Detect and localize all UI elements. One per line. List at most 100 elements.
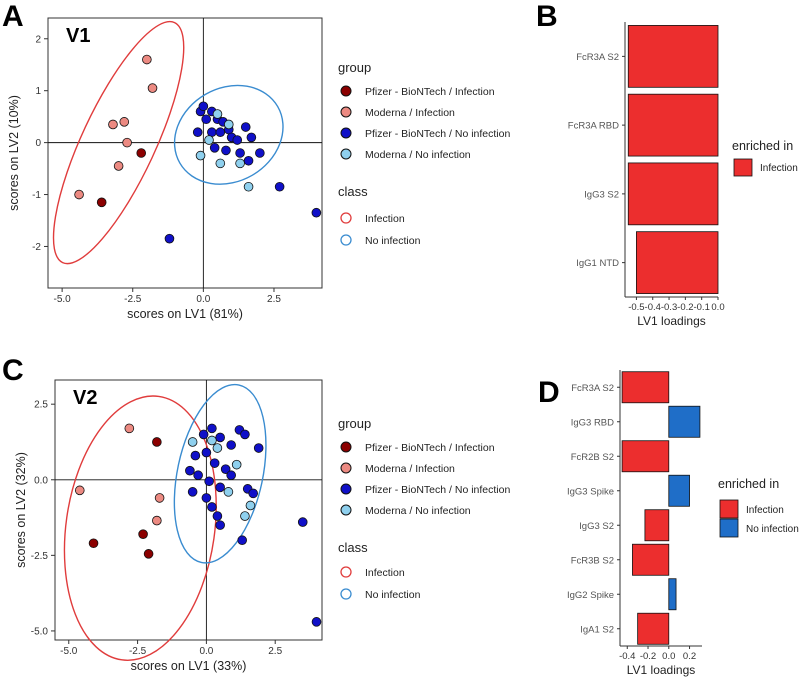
data-point xyxy=(248,488,258,499)
legend-group-swatch-0 xyxy=(340,441,352,453)
data-point xyxy=(74,189,84,200)
bar xyxy=(621,440,670,473)
category-label: FcR3A S2 xyxy=(571,383,614,394)
data-point xyxy=(204,476,214,487)
bar xyxy=(668,405,701,438)
bar xyxy=(627,93,719,157)
y-tick-label: 1 xyxy=(35,86,41,97)
data-point xyxy=(253,443,264,453)
data-point xyxy=(136,148,147,158)
data-point xyxy=(215,127,226,138)
data-point xyxy=(245,500,256,511)
data-point xyxy=(113,161,124,171)
plot-frame xyxy=(54,379,323,641)
legend-group-label-1: Moderna / Infection xyxy=(365,107,455,119)
data-point xyxy=(237,535,247,546)
legend-group-title: group xyxy=(338,60,371,75)
data-point xyxy=(198,101,209,112)
data-point xyxy=(96,197,107,208)
legend-enriched-label-noinfection: No infection xyxy=(746,524,799,535)
legend-group-swatch-1 xyxy=(340,462,352,474)
data-point xyxy=(209,458,220,468)
bar-chart-v2-loadings: FcR3A S2 IgG3 RBD FcR2B S2 IgG3 Spike IgG3 S… xyxy=(567,370,702,677)
data-point xyxy=(311,617,322,627)
data-point xyxy=(243,181,254,192)
bar xyxy=(627,162,719,226)
data-point xyxy=(152,437,162,447)
data-point xyxy=(147,83,158,93)
x-axis-label: LV1 loadings xyxy=(637,314,706,328)
plot-title: V2 xyxy=(73,387,97,409)
bar-chart-v1-loadings: FcR3A S2 FcR3A RBD IgG3 S2 IgG1 NTD -0.5 -0.4… xyxy=(568,22,725,328)
category-label: IgG3 S2 xyxy=(579,521,614,532)
legend-enriched-d: enriched in Infection No infection xyxy=(718,477,799,538)
data-point xyxy=(223,119,234,130)
legend-class-label-0: Infection xyxy=(365,213,405,225)
data-point xyxy=(187,437,198,447)
data-point xyxy=(198,429,209,440)
legend-enriched-label-infection: Infection xyxy=(760,163,798,174)
data-point xyxy=(201,114,211,125)
legend-group-title: group xyxy=(338,416,371,431)
data-point xyxy=(212,109,223,119)
confidence-ellipse-infection xyxy=(63,395,217,661)
data-point xyxy=(226,470,236,481)
x-tick-label: -0.3 xyxy=(661,302,677,313)
data-point xyxy=(246,132,257,143)
x-axis-label: scores on LV1 (33%) xyxy=(131,659,247,673)
data-point xyxy=(143,549,154,559)
x-tick-label: 0.0 xyxy=(196,294,210,305)
x-tick-label: 0.0 xyxy=(662,651,675,662)
data-point xyxy=(240,122,251,132)
y-tick-label: 0 xyxy=(35,138,41,149)
data-point xyxy=(201,493,212,503)
bar xyxy=(644,509,670,542)
data-point xyxy=(215,482,225,493)
x-tick-label: -0.5 xyxy=(628,302,644,313)
legend-group-swatch-0 xyxy=(340,85,352,97)
x-tick-label: -5.0 xyxy=(54,294,72,305)
data-point xyxy=(187,487,198,497)
data-point xyxy=(193,470,203,481)
legend-v1: group Pfizer - BioNTech / Infection Mode… xyxy=(338,60,510,247)
panel-letter-b: B xyxy=(536,0,558,33)
legend-enriched-title: enriched in xyxy=(718,477,779,491)
plot-title: V1 xyxy=(66,25,90,47)
data-point xyxy=(311,207,322,218)
x-tick-label: -2.5 xyxy=(124,294,142,305)
legend-class-label-1: No infection xyxy=(365,235,421,247)
y-tick-label: -1 xyxy=(32,190,41,201)
data-point xyxy=(108,119,118,130)
data-point xyxy=(221,145,231,156)
data-point xyxy=(74,485,85,496)
x-tick-label: 0.2 xyxy=(683,651,696,662)
data-point xyxy=(232,135,243,145)
legend-v2: group Pfizer - BioNTech / Infection Mode… xyxy=(338,416,510,601)
data-point xyxy=(192,127,203,138)
data-point xyxy=(240,511,250,521)
data-point xyxy=(235,148,245,158)
legend-group-label-0: Pfizer - BioNTech / Infection xyxy=(365,442,495,454)
x-tick-label: -2.5 xyxy=(129,646,147,657)
bar xyxy=(627,25,719,88)
panel-letter-c: C xyxy=(2,354,24,387)
legend-class-swatch-1 xyxy=(340,588,352,600)
legend-group-swatch-2 xyxy=(340,483,352,495)
legend-class-label-0: Infection xyxy=(365,567,405,579)
data-point xyxy=(220,464,231,474)
category-label: IgG3 RBD xyxy=(571,417,614,428)
panel-letter-a: A xyxy=(2,0,24,33)
legend-class-swatch-1 xyxy=(340,234,352,246)
legend-class-title: class xyxy=(338,540,368,555)
y-tick-label: 2 xyxy=(35,34,41,45)
data-point xyxy=(240,429,250,440)
data-point xyxy=(215,158,226,169)
legend-group-label-3: Moderna / No infection xyxy=(365,149,471,161)
x-axis-label: scores on LV1 (81%) xyxy=(127,307,243,321)
bar xyxy=(668,578,677,611)
y-tick-label: 0.0 xyxy=(34,475,48,486)
bar xyxy=(632,543,670,576)
data-point xyxy=(201,447,212,458)
y-axis-label: scores on LV2 (10%) xyxy=(7,95,21,211)
